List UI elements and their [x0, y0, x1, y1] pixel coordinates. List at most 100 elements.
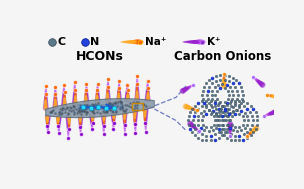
- Ellipse shape: [85, 95, 88, 97]
- Ellipse shape: [127, 94, 128, 95]
- Ellipse shape: [190, 86, 191, 87]
- Ellipse shape: [106, 99, 109, 101]
- Ellipse shape: [62, 104, 66, 108]
- Ellipse shape: [118, 92, 119, 93]
- Ellipse shape: [182, 88, 185, 92]
- Ellipse shape: [127, 96, 129, 97]
- Ellipse shape: [54, 102, 57, 105]
- Ellipse shape: [63, 102, 66, 104]
- Ellipse shape: [186, 41, 189, 43]
- Ellipse shape: [97, 86, 98, 87]
- Ellipse shape: [86, 91, 87, 92]
- Ellipse shape: [57, 120, 60, 123]
- Ellipse shape: [79, 122, 82, 124]
- Ellipse shape: [107, 92, 109, 94]
- Ellipse shape: [143, 109, 147, 112]
- Ellipse shape: [250, 132, 252, 134]
- Ellipse shape: [146, 99, 150, 101]
- Ellipse shape: [127, 94, 129, 95]
- Ellipse shape: [86, 86, 87, 87]
- Ellipse shape: [146, 93, 149, 95]
- Ellipse shape: [144, 113, 146, 114]
- Ellipse shape: [222, 85, 226, 88]
- Ellipse shape: [79, 119, 81, 121]
- Text: HCONs: HCONs: [76, 50, 124, 64]
- Ellipse shape: [90, 117, 94, 119]
- Ellipse shape: [126, 99, 130, 101]
- Ellipse shape: [103, 125, 105, 127]
- Ellipse shape: [85, 98, 87, 100]
- Ellipse shape: [189, 41, 194, 43]
- Ellipse shape: [268, 95, 269, 96]
- Ellipse shape: [117, 95, 121, 98]
- Ellipse shape: [106, 95, 110, 98]
- Ellipse shape: [113, 123, 114, 125]
- Ellipse shape: [185, 105, 188, 109]
- Ellipse shape: [46, 119, 48, 121]
- Ellipse shape: [75, 96, 76, 97]
- Ellipse shape: [189, 123, 193, 126]
- Ellipse shape: [123, 110, 127, 114]
- Ellipse shape: [45, 93, 47, 94]
- Ellipse shape: [253, 128, 256, 131]
- Ellipse shape: [107, 85, 109, 86]
- Ellipse shape: [67, 115, 71, 117]
- Ellipse shape: [90, 113, 94, 117]
- Ellipse shape: [130, 41, 135, 43]
- Ellipse shape: [136, 94, 138, 96]
- Ellipse shape: [145, 97, 150, 100]
- Ellipse shape: [188, 87, 190, 88]
- Ellipse shape: [47, 127, 49, 128]
- Ellipse shape: [102, 117, 105, 120]
- Ellipse shape: [102, 124, 105, 125]
- Ellipse shape: [124, 118, 125, 119]
- Ellipse shape: [106, 96, 109, 98]
- Ellipse shape: [190, 124, 193, 127]
- Ellipse shape: [58, 130, 59, 131]
- Ellipse shape: [57, 117, 59, 119]
- Ellipse shape: [107, 87, 109, 88]
- Ellipse shape: [54, 97, 57, 98]
- Ellipse shape: [194, 127, 196, 129]
- Ellipse shape: [113, 119, 114, 120]
- Ellipse shape: [63, 92, 65, 94]
- Ellipse shape: [80, 122, 81, 123]
- Ellipse shape: [43, 107, 48, 110]
- Ellipse shape: [260, 83, 264, 87]
- Ellipse shape: [79, 120, 81, 121]
- Ellipse shape: [133, 111, 136, 113]
- Ellipse shape: [147, 82, 148, 83]
- Ellipse shape: [133, 113, 137, 116]
- Ellipse shape: [228, 122, 233, 125]
- Ellipse shape: [222, 84, 226, 87]
- Ellipse shape: [46, 117, 50, 120]
- Ellipse shape: [144, 116, 146, 117]
- Ellipse shape: [96, 98, 98, 99]
- Ellipse shape: [228, 124, 232, 127]
- Ellipse shape: [123, 116, 126, 118]
- Ellipse shape: [145, 121, 147, 122]
- Ellipse shape: [85, 96, 88, 98]
- Ellipse shape: [117, 99, 120, 101]
- Ellipse shape: [90, 118, 94, 120]
- Ellipse shape: [147, 85, 148, 86]
- Ellipse shape: [84, 101, 89, 105]
- Ellipse shape: [257, 80, 259, 82]
- Ellipse shape: [68, 133, 69, 134]
- Ellipse shape: [267, 114, 268, 115]
- Ellipse shape: [256, 79, 257, 81]
- Ellipse shape: [66, 118, 70, 121]
- Ellipse shape: [95, 101, 99, 103]
- Ellipse shape: [79, 120, 82, 122]
- Ellipse shape: [144, 117, 146, 118]
- Ellipse shape: [73, 95, 76, 97]
- Ellipse shape: [117, 98, 121, 101]
- Ellipse shape: [136, 84, 138, 86]
- Ellipse shape: [86, 89, 87, 90]
- Ellipse shape: [74, 101, 77, 103]
- Ellipse shape: [269, 95, 270, 96]
- Ellipse shape: [180, 89, 184, 93]
- Ellipse shape: [96, 95, 99, 98]
- Ellipse shape: [267, 114, 268, 115]
- Ellipse shape: [188, 122, 192, 126]
